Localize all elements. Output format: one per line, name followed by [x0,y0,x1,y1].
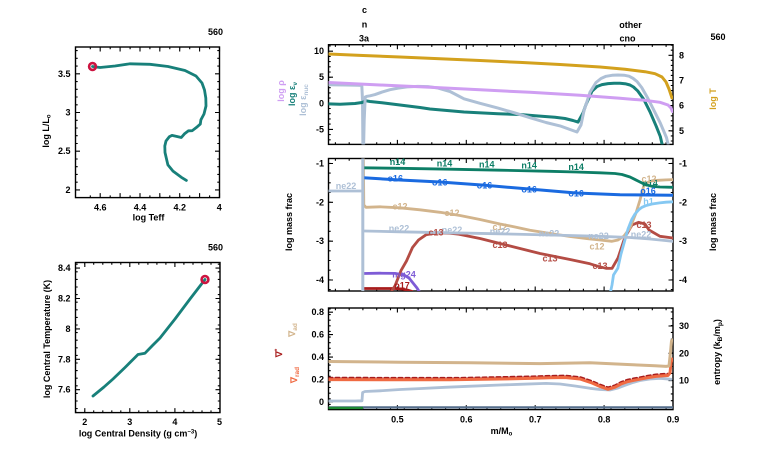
svg-text:0.8: 0.8 [311,307,324,317]
svg-text:0: 0 [319,98,324,108]
svg-text:4.6: 4.6 [94,202,107,212]
svg-text:-5: -5 [316,124,324,134]
svg-text:n: n [362,20,368,30]
svg-text:log Teff: log Teff [133,213,166,223]
svg-text:mg24: mg24 [392,269,416,279]
svg-text:8.4: 8.4 [58,263,71,273]
svg-text:c13: c13 [492,240,507,250]
svg-text:0.4: 0.4 [311,352,324,362]
svg-text:3: 3 [65,108,70,118]
svg-text:c12: c12 [641,174,656,184]
svg-text:n14: n14 [437,159,453,169]
svg-text:o17: o17 [394,280,410,290]
svg-text:8: 8 [65,324,70,334]
svg-text:n14: n14 [390,157,406,167]
svg-text:-3: -3 [316,236,324,246]
svg-text:n14: n14 [642,179,658,189]
svg-text:ne22: ne22 [389,223,410,233]
svg-text:2: 2 [82,417,87,427]
svg-text:4.2: 4.2 [174,202,187,212]
svg-text:o16: o16 [568,189,584,199]
svg-text:8.2: 8.2 [58,294,71,304]
svg-text:log Central Density (g cm−3): log Central Density (g cm−3) [79,429,197,439]
svg-text:other: other [619,20,642,30]
svg-text:5: 5 [319,72,324,82]
svg-text:0.8: 0.8 [598,415,611,425]
svg-text:-2: -2 [679,197,687,207]
svg-text:n14: n14 [568,162,584,172]
svg-text:log mass frac: log mass frac [284,193,294,251]
svg-text:ne22: ne22 [631,229,652,239]
svg-text:5: 5 [679,126,684,136]
svg-text:ne22: ne22 [442,225,463,235]
svg-text:6: 6 [679,101,684,111]
svg-text:2.5: 2.5 [58,146,71,156]
svg-text:3a: 3a [359,34,370,44]
svg-text:10: 10 [314,46,324,56]
svg-text:c12: c12 [444,208,459,218]
svg-text:o16: o16 [477,181,493,191]
svg-text:10: 10 [679,376,689,386]
svg-text:0.6: 0.6 [311,330,324,340]
svg-text:c12: c12 [492,222,507,232]
svg-text:c13: c13 [428,227,443,237]
svg-text:log Central Temperature (K): log Central Temperature (K) [42,280,52,398]
svg-text:o16: o16 [521,184,537,194]
svg-text:-1: -1 [316,159,324,169]
svg-text:7.8: 7.8 [58,354,71,364]
svg-text:-2: -2 [316,197,324,207]
svg-text:0.7: 0.7 [529,415,542,425]
svg-text:0: 0 [319,397,324,407]
svg-text:c13: c13 [636,220,651,230]
svg-text:560: 560 [208,27,223,37]
svg-text:ne22: ne22 [336,181,357,191]
svg-text:m/Mo: m/Mo [491,426,513,438]
svg-text:3: 3 [127,417,132,427]
svg-text:-1: -1 [679,159,687,169]
svg-text:cno: cno [619,34,636,44]
svg-text:c13: c13 [542,253,557,263]
svg-text:-3: -3 [679,236,687,246]
svg-text:-4: -4 [316,275,324,285]
svg-text:o16: o16 [387,174,403,184]
svg-text:5: 5 [217,417,222,427]
svg-text:3.5: 3.5 [58,69,71,79]
svg-text:log mass frac: log mass frac [708,193,718,251]
svg-text:0.5: 0.5 [391,415,404,425]
svg-text:7.6: 7.6 [58,385,71,395]
svg-text:ne22: ne22 [588,231,609,241]
svg-text:0.6: 0.6 [460,415,473,425]
svg-text:o16: o16 [432,177,448,187]
svg-text:h1: h1 [643,197,654,207]
svg-text:560: 560 [710,32,725,42]
svg-text:4.4: 4.4 [134,202,147,212]
svg-text:log εν: log εν [287,82,299,106]
svg-text:n14: n14 [521,161,537,171]
svg-text:log ρ: log ρ [276,80,286,102]
svg-text:log T: log T [708,88,718,110]
svg-text:7: 7 [679,76,684,86]
svg-text:20: 20 [679,348,689,358]
svg-text:4: 4 [172,417,177,427]
svg-text:8: 8 [679,50,684,60]
svg-text:ne22: ne22 [539,228,560,238]
svg-text:c13: c13 [592,261,607,271]
svg-text:o16: o16 [640,186,656,196]
svg-text:0.2: 0.2 [311,375,324,385]
svg-text:ne22: ne22 [490,226,511,236]
svg-text:∇*: ∇* [274,348,284,358]
svg-text:log L/Lo: log L/Lo [41,114,53,148]
svg-text:560: 560 [208,243,223,253]
svg-text:30: 30 [679,321,689,331]
svg-text:c: c [362,5,367,15]
svg-text:0.9: 0.9 [667,415,680,425]
svg-text:2: 2 [65,185,70,195]
svg-text:c12: c12 [392,201,407,211]
svg-text:n14: n14 [479,160,495,170]
svg-text:c12: c12 [589,241,604,251]
svg-text:4: 4 [217,202,222,212]
svg-text:entropy (kB/mp): entropy (kB/mp) [712,319,724,385]
svg-text:-4: -4 [679,275,687,285]
